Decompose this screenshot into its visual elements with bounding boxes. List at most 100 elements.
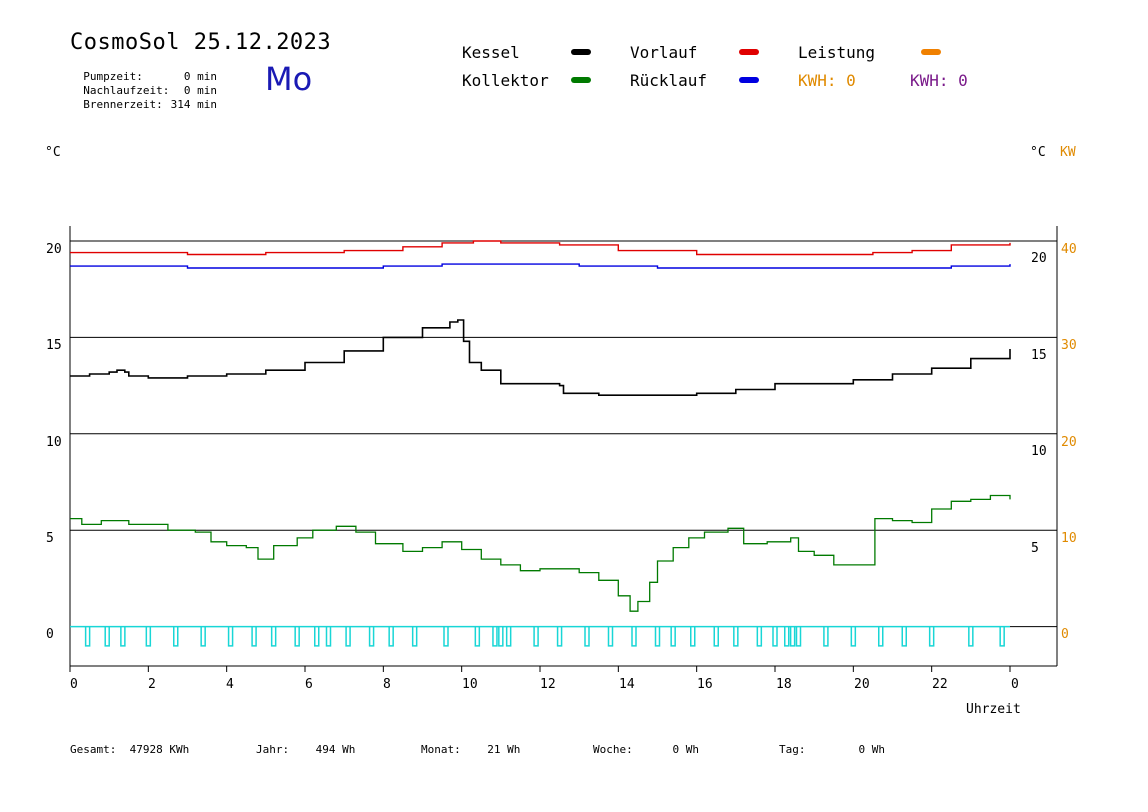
pump-pulse: [227, 626, 234, 647]
x-axis-label: Uhrzeit: [966, 702, 1021, 717]
pump-pulse: [104, 626, 110, 647]
series-kollektor: [70, 494, 1011, 612]
x-tick-24: 0: [1011, 677, 1019, 692]
right-axis-unit-kw: KW: [1060, 145, 1076, 160]
legend-leistung-label: Leistung: [798, 43, 876, 62]
legend-kwh-orange: KWH: 0: [798, 71, 856, 90]
pump-pulse: [173, 626, 179, 647]
footer-month: Monat: 21 Wh: [421, 743, 520, 756]
chart-date: 25.12.2023: [193, 30, 332, 55]
chart-frame: [69, 226, 1058, 672]
pump-pulse: [784, 626, 790, 647]
pump-pulse: [690, 626, 696, 647]
left-tick-5: 5: [46, 531, 54, 546]
left-tick-20: 20: [46, 242, 62, 257]
x-tick-0: 0: [70, 677, 78, 692]
footer-total-value: 47928 KWh: [129, 743, 190, 756]
pump-pulse: [584, 626, 590, 647]
pump-pulse-series: [70, 625, 1010, 647]
footer-day: Tag: 0 Wh: [779, 743, 885, 756]
pump-pulse: [733, 626, 739, 647]
legend-kessel-label: Kessel: [462, 43, 520, 62]
x-tick-18: 18: [776, 677, 792, 692]
pump-pulse: [713, 626, 719, 647]
footer-year-label: Jahr:: [256, 743, 290, 756]
pump-pulse: [411, 626, 418, 647]
pump-pulse: [901, 626, 907, 647]
pump-pulse: [84, 626, 91, 647]
x-tick-8: 8: [383, 677, 391, 692]
x-tick-16: 16: [697, 677, 713, 692]
pump-pulse: [270, 626, 277, 647]
right-axis-unit-celsius: °C: [1030, 145, 1046, 160]
pump-pulse: [345, 626, 351, 647]
x-tick-22: 22: [932, 677, 948, 692]
afterrun-time-row: Nachlaufzeit: 0 min: [70, 71, 217, 97]
chart-gridlines: [70, 240, 1057, 628]
x-tick-10: 10: [462, 677, 478, 692]
pump-pulse: [928, 626, 935, 647]
pump-pulse: [533, 626, 539, 647]
right-kw-tick-10: 10: [1061, 531, 1077, 546]
app-name: CosmoSol: [70, 30, 180, 55]
pump-pulse: [999, 626, 1005, 647]
pump-time-label: Pumpzeit:: [83, 70, 143, 83]
pump-pulse: [795, 626, 802, 647]
legend-vorlauf-swatch: [739, 49, 759, 55]
pump-pulse: [120, 626, 126, 647]
footer-day-value: 0 Wh: [858, 743, 885, 756]
x-tick-6: 6: [305, 677, 313, 692]
pump-pulse: [294, 626, 300, 647]
burner-time-row: Brennerzeit: 314 min: [70, 85, 217, 111]
pump-pulse: [850, 626, 857, 647]
pump-pulse: [145, 626, 152, 647]
left-tick-0: 0: [46, 627, 54, 642]
footer-year-value: 494 Wh: [315, 743, 356, 756]
footer-week-value: 0 Wh: [672, 743, 700, 756]
pump-pulse: [968, 626, 974, 647]
legend-kollektor-swatch: [571, 77, 591, 83]
series-ruecklauf: [70, 263, 1011, 269]
burner-time-value: 314 min: [170, 98, 217, 111]
pump-pulse: [251, 626, 257, 647]
right-c-tick-5: 5: [1031, 541, 1039, 556]
pump-pulse: [443, 626, 449, 647]
x-tick-4: 4: [226, 677, 234, 692]
pump-pulse: [388, 626, 394, 647]
legend-ruecklauf-swatch: [739, 77, 759, 83]
weekday-label: Mo: [265, 60, 313, 98]
right-c-tick-10: 10: [1031, 444, 1047, 459]
legend-vorlauf-label: Vorlauf: [630, 43, 698, 62]
pump-pulse: [756, 626, 763, 647]
chart-series: [70, 240, 1011, 612]
right-kw-tick-40: 40: [1061, 242, 1077, 257]
footer-month-value: 21 Wh: [487, 743, 521, 756]
left-tick-15: 15: [46, 338, 62, 353]
pump-pulse: [556, 626, 563, 647]
series-vorlauf: [70, 240, 1011, 256]
pump-pulse: [823, 626, 829, 647]
right-kw-tick-30: 30: [1061, 338, 1077, 353]
legend-leistung-swatch: [921, 49, 941, 55]
x-tick-20: 20: [854, 677, 870, 692]
legend-kessel-swatch: [571, 49, 591, 55]
right-c-tick-15: 15: [1031, 348, 1047, 363]
right-kw-tick-20: 20: [1061, 435, 1077, 450]
burner-time-label: Brennerzeit:: [83, 98, 163, 111]
x-tick-2: 2: [148, 677, 156, 692]
footer-month-label: Monat:: [421, 743, 461, 756]
footer-year: Jahr: 494 Wh: [256, 743, 355, 756]
right-kw-tick-0: 0: [1061, 627, 1069, 642]
app-title: CosmoSol 25.12.2023: [70, 30, 331, 55]
pump-pulse: [325, 626, 332, 647]
footer-total-label: Gesamt:: [70, 743, 117, 756]
pump-pulse: [607, 626, 614, 647]
pump-pulse: [492, 626, 498, 647]
pump-pulse: [498, 626, 504, 647]
legend-kollektor-label: Kollektor: [462, 71, 549, 90]
x-tick-14: 14: [619, 677, 635, 692]
afterrun-time-label: Nachlaufzeit:: [83, 84, 170, 97]
pump-pulse: [368, 626, 375, 647]
pump-pulse: [670, 626, 676, 647]
